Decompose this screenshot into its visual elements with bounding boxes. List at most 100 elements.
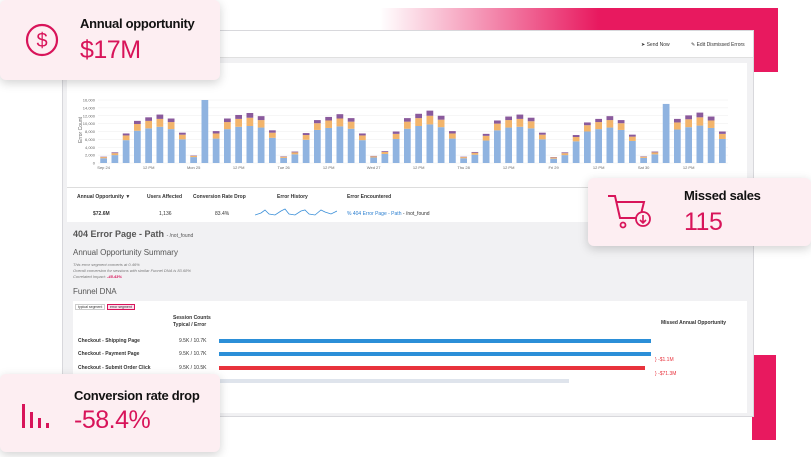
bar-segment	[179, 139, 186, 163]
legend-item[interactable]: typical segment	[75, 304, 106, 310]
bar-segment	[449, 133, 456, 139]
bar-segment	[167, 118, 175, 123]
bar-segment	[145, 128, 152, 163]
bar-segment	[651, 152, 659, 155]
table-header[interactable]: Conversion Rate Drop	[193, 194, 246, 200]
x-tick-label: Mon 25	[187, 165, 201, 170]
bar-segment	[505, 127, 512, 163]
table-cell: $72.6M	[93, 211, 110, 217]
funnel-counts: 9.5K / 10.5K	[179, 365, 207, 371]
bar-segment	[257, 116, 265, 121]
bar-segment	[617, 120, 625, 124]
bar-segment	[629, 140, 636, 163]
bar-segment	[539, 139, 546, 163]
bar-segment	[359, 140, 366, 163]
bar-segment	[471, 154, 479, 163]
bar-segment	[572, 137, 580, 142]
error-path: - /not_found	[402, 211, 430, 217]
bar-segment	[111, 152, 119, 154]
bar-segment	[539, 132, 546, 135]
bar-segment	[302, 133, 310, 136]
bar-segment	[269, 137, 276, 163]
bar-segment	[347, 118, 355, 122]
funnel-step: Checkout - Submit Order Click	[78, 365, 151, 371]
bar-segment	[325, 116, 332, 121]
bar-segment	[179, 132, 186, 135]
bar-segment	[257, 127, 265, 163]
bar-segment	[685, 127, 692, 163]
bar-segment	[302, 139, 310, 163]
funnel-bar	[219, 379, 569, 383]
bar-segment	[347, 121, 355, 129]
label: Edit Dismissed Errors	[696, 42, 745, 48]
svg-text:$: $	[36, 30, 47, 52]
bar-segment	[505, 120, 512, 128]
x-tick-label: 12 PM	[143, 165, 155, 170]
bar-segment	[707, 120, 715, 128]
table-cell: 1,136	[159, 211, 172, 217]
bar-segment	[122, 140, 130, 163]
card-title: Conversion rate drop	[74, 388, 200, 403]
bar-segment	[235, 114, 242, 119]
bar-segment	[212, 131, 220, 134]
bar-segment	[370, 156, 377, 158]
bar-segment	[224, 118, 231, 123]
bar-segment	[606, 120, 614, 128]
y-tick-label: 10,000	[83, 121, 96, 126]
table-header[interactable]: Error History	[277, 194, 308, 200]
bar-segment	[595, 122, 602, 130]
bar-segment	[404, 118, 411, 122]
table-header[interactable]: Annual Opportunity ▼	[77, 194, 131, 200]
bar-segment	[156, 118, 164, 127]
detail-subtitle: - /not_found	[166, 233, 194, 239]
bar-segment	[617, 129, 625, 163]
bar-segment	[584, 125, 591, 132]
bar-segment	[584, 122, 591, 126]
error-link[interactable]: % 404 Error Page - Path	[347, 211, 402, 217]
bar-segment	[437, 119, 445, 128]
bar-segment	[707, 127, 715, 163]
send-button[interactable]: ➤ Send Now	[641, 42, 670, 48]
bar-segment	[336, 126, 344, 163]
bar-segment	[269, 130, 276, 133]
bar-segment	[111, 153, 119, 156]
bar-segment	[640, 156, 647, 158]
bar-segment	[359, 135, 366, 141]
x-tick-label: 12 PM	[233, 165, 245, 170]
bar-segment	[584, 131, 591, 163]
funnel-bar	[219, 339, 651, 343]
bar-segment	[719, 131, 726, 134]
bar-segment	[561, 153, 569, 156]
bar-segment	[100, 158, 107, 163]
bar-segment	[134, 130, 141, 163]
edit-button[interactable]: ✎ Edit Dismissed Errors	[691, 42, 745, 48]
missed-value: -$71.3M	[658, 371, 677, 377]
bar-segment	[201, 100, 209, 163]
bar-segment	[415, 113, 422, 119]
bar-segment	[212, 133, 220, 139]
bar-segment	[460, 158, 467, 163]
bar-segment	[145, 120, 152, 129]
bar-segment	[696, 112, 704, 118]
bar-segment	[381, 151, 389, 154]
y-tick-label: 8,000	[85, 129, 96, 134]
bar-segment	[370, 157, 377, 163]
bar-segment	[719, 138, 726, 163]
table-header[interactable]: Error Encountered	[347, 194, 392, 200]
y-axis-label: Error Count	[78, 116, 84, 142]
table-header[interactable]: Users Affected	[147, 194, 183, 200]
bars-icon	[22, 404, 49, 428]
bar-segment	[280, 157, 287, 163]
y-tick-label: 6,000	[85, 137, 96, 142]
x-tick-label: Fri 29	[549, 165, 560, 170]
bar-segment	[685, 115, 692, 120]
bar-segment	[134, 120, 141, 125]
bar-segment	[325, 127, 332, 163]
bar-segment	[122, 133, 130, 136]
legend-item[interactable]: error segment	[107, 304, 135, 310]
funnel-counts: 9.5K / 10.7K	[179, 351, 207, 357]
bar-segment	[674, 122, 681, 130]
bar-segment	[449, 138, 456, 163]
bar-segment	[516, 118, 524, 127]
bar-segment	[100, 157, 107, 159]
